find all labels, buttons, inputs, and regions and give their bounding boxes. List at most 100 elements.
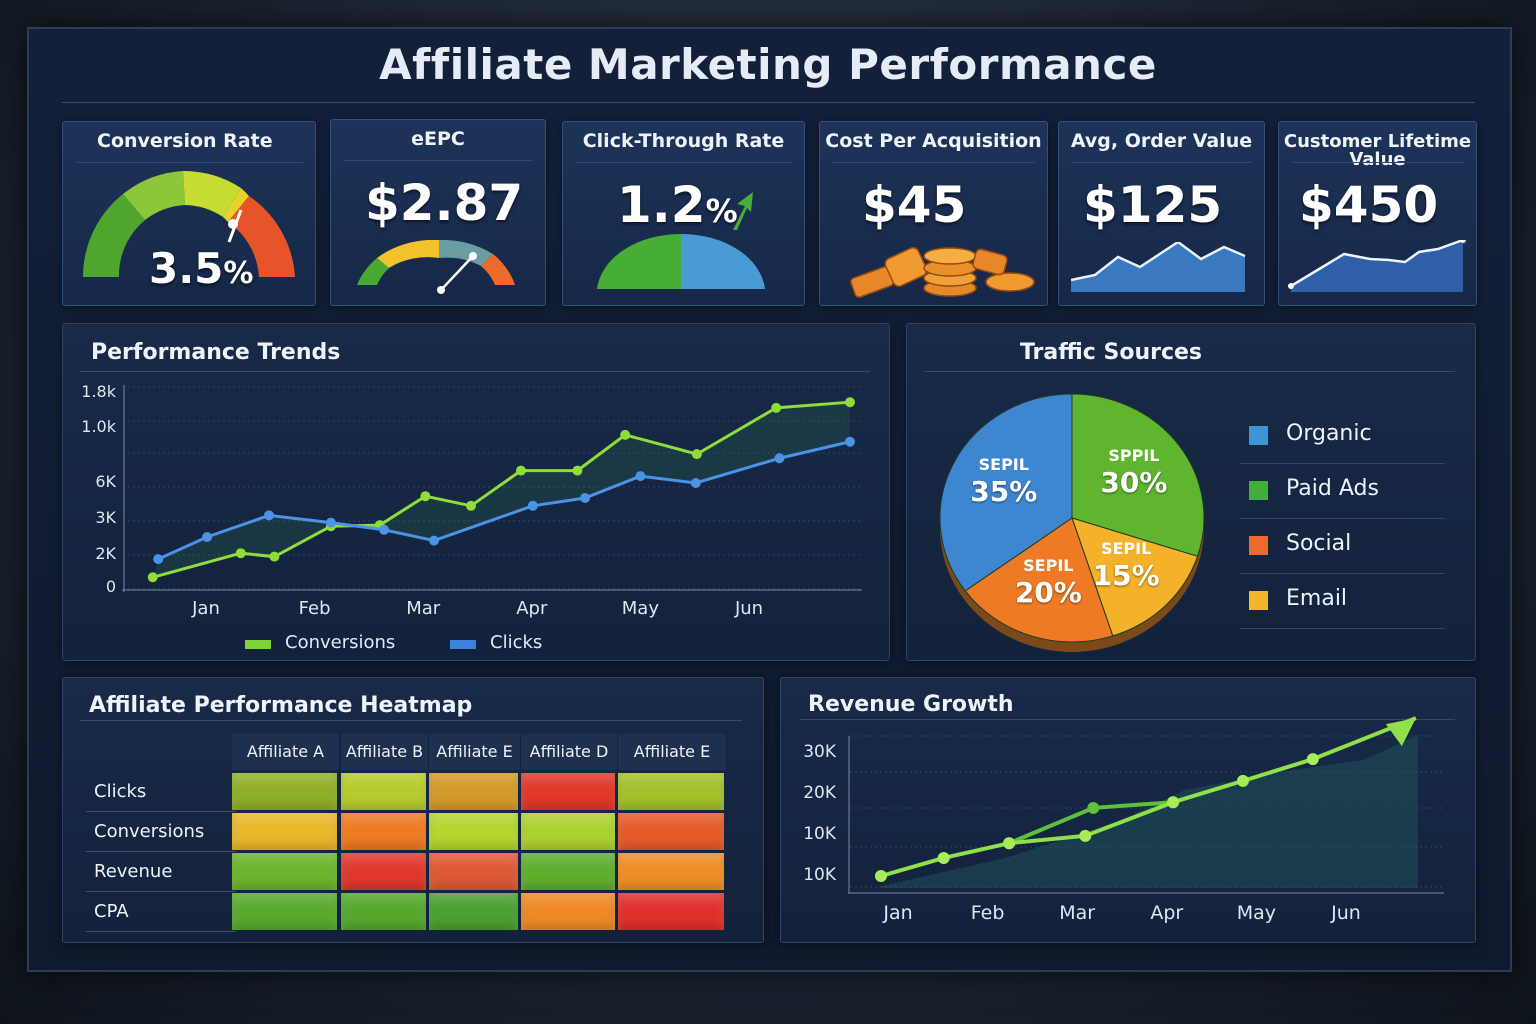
data-point-conversions	[620, 429, 631, 440]
heatmap-row-label: Revenue	[86, 852, 236, 892]
heatmap-cell	[232, 773, 337, 810]
divider	[575, 162, 792, 163]
kpi-value: $125	[1083, 176, 1223, 234]
heatmap-column-header: Affiliate E	[618, 734, 727, 770]
panel-title: Affiliate Performance Heatmap	[89, 693, 473, 718]
revenue-growth-panel	[780, 677, 1476, 943]
pie-slice-organic	[939, 393, 1073, 592]
heatmap-cell	[618, 773, 724, 810]
heatmap-row-label: Clicks	[86, 772, 236, 812]
x-tick-label: Jan	[883, 902, 913, 924]
legend-swatch	[1249, 536, 1268, 555]
data-point-conversions	[147, 572, 158, 583]
data-point-conversions	[515, 465, 526, 476]
data-point-clicks	[690, 478, 701, 488]
kpi-value: 3.5%	[149, 244, 253, 293]
heatmap-row-label: Conversions	[86, 812, 236, 852]
legend-label-conversions: Conversions	[285, 632, 396, 653]
data-point-clicks	[202, 532, 213, 542]
y-tick-label: 10K	[803, 824, 836, 844]
pie-slice-label: SPPIL	[1108, 445, 1160, 465]
heatmap-cell	[429, 773, 518, 810]
y-tick-label: 1.0k	[81, 417, 116, 436]
pie-slice-value: 30%	[1100, 465, 1168, 499]
divider	[800, 719, 1455, 720]
series-line-clicks	[157, 440, 851, 561]
legend-swatch-conversions	[245, 640, 271, 649]
legend-label: Organic	[1286, 421, 1372, 446]
divider	[80, 720, 742, 721]
heatmap-row-label: CPA	[86, 892, 236, 932]
revenue-line	[880, 716, 1417, 878]
legend-row	[1240, 518, 1445, 574]
panel-title: Traffic Sources	[1019, 340, 1203, 365]
x-tick-label: Jun	[1331, 902, 1361, 924]
y-tick-label: 20K	[803, 783, 836, 803]
pie-slice-paid-ads	[1071, 393, 1205, 557]
revenue-data-point	[937, 851, 950, 864]
data-point-clicks	[580, 493, 591, 503]
gauge-icon	[357, 240, 515, 294]
data-point-clicks	[635, 471, 646, 482]
heatmap-cell	[521, 893, 615, 930]
divider	[343, 160, 533, 161]
data-point-clicks	[844, 436, 855, 447]
legend-label: Paid Ads	[1286, 476, 1379, 501]
kpi-value: $45	[862, 176, 967, 234]
revenue-data-point	[1167, 796, 1180, 809]
kpi-label: eEPC	[411, 128, 465, 150]
x-tick-label: Jun	[734, 598, 764, 619]
divider	[75, 162, 303, 163]
legend-row	[1240, 573, 1445, 629]
pie-slice-value: 15%	[1092, 558, 1160, 592]
divider	[1291, 162, 1464, 163]
kpi-label: Avg, Order Value	[1070, 130, 1253, 152]
revenue-data-point	[1079, 829, 1092, 842]
legend-swatch	[1249, 591, 1268, 610]
legend-swatch	[1249, 426, 1268, 445]
kpi-number: 3.5	[149, 244, 224, 293]
divider	[62, 102, 1475, 103]
x-tick-label: May	[621, 598, 659, 619]
heatmap-column-header: Affiliate A	[232, 734, 340, 770]
heatmap-cell	[521, 813, 615, 850]
pie-slice-email	[1071, 517, 1199, 637]
pie-slice-label: SEPIL	[1023, 556, 1074, 576]
y-tick-label: 3K	[95, 508, 116, 527]
divider	[832, 162, 1035, 163]
sparkline-icon	[1071, 242, 1246, 292]
y-tick-label: 6K	[95, 472, 116, 491]
legend-swatch	[1249, 481, 1268, 500]
data-point-clicks	[263, 510, 274, 521]
heatmap-cell	[232, 853, 337, 890]
arrow-head-icon	[1385, 718, 1416, 747]
revenue-data-point	[874, 870, 887, 882]
heatmap-cell	[429, 893, 518, 930]
pie-slice-label: SEPIL	[978, 455, 1029, 475]
pie-slice-social	[964, 517, 1114, 643]
y-tick-label: 1.8k	[81, 382, 116, 401]
arrow-up-right-icon	[733, 192, 753, 230]
kpi-value: $450	[1299, 176, 1439, 234]
panel-title: Revenue Growth	[808, 692, 1014, 717]
legend-label: Email	[1286, 586, 1348, 611]
x-tick-label: Mar	[406, 598, 441, 619]
kpi-label: Customer Lifetime Value	[1283, 131, 1472, 170]
revenue-data-point	[1306, 753, 1319, 766]
data-point-clicks	[153, 554, 164, 565]
gauge-icon	[82, 170, 295, 277]
coins-icon	[850, 247, 1035, 298]
x-tick-label: Apr	[516, 598, 548, 619]
kpi-number: 1.2	[617, 176, 706, 234]
data-point-conversions	[771, 402, 782, 413]
pie-slice-value: 20%	[1014, 576, 1082, 610]
data-point-conversions	[269, 551, 280, 562]
kpi-label: Conversion Rate	[97, 130, 273, 152]
revenue-data-point	[1003, 837, 1016, 850]
heatmap-cell	[618, 893, 724, 930]
kpi-unit: %	[223, 256, 254, 291]
x-tick-label: Mar	[1059, 902, 1096, 924]
x-tick-label: Apr	[1150, 902, 1184, 924]
revenue-data-point	[1236, 774, 1249, 787]
heatmap-cell	[521, 853, 615, 890]
